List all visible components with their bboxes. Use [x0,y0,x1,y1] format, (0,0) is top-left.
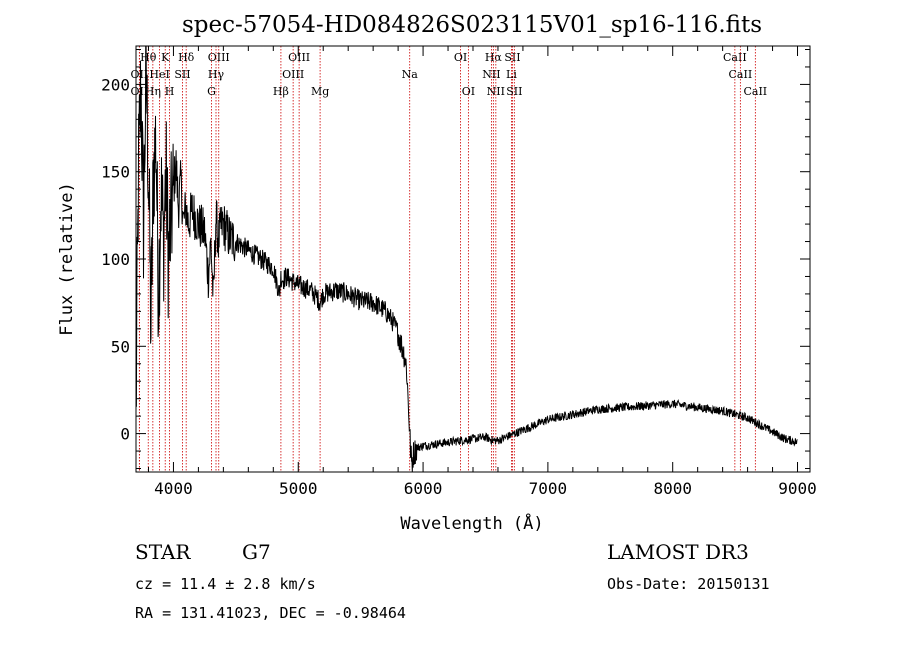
spectral-line-label: Na [402,68,419,81]
x-axis-label: Wavelength (Å) [400,512,543,534]
y-axis-label: Flux (relative) [57,182,77,336]
y-tick-label: 0 [120,425,130,444]
x-tick-label: 4000 [154,479,193,498]
spectral-line-label: Hβ [273,85,289,98]
survey-name: LAMOST DR3 [607,540,749,564]
observation-date: Obs-Date: 20150131 [607,575,770,593]
spectral-line-label: OII [131,85,149,98]
spectral-line-label: OI [462,85,475,98]
spectrum-line [135,45,798,472]
spectral-line-label: OI [454,51,467,64]
chart-title: spec-57054-HD084826S023115V01_sp16-116.f… [182,12,762,38]
spectral-line-label: Hα [485,51,503,64]
spectral-line-label: CaII [729,68,753,81]
spectral-line-label: SII [174,68,190,81]
object-subclass: G7 [242,540,271,564]
spectral-line-label: OIII [288,51,310,64]
spectral-line-label: Mg [311,85,329,98]
spectral-line-label: OIII [208,51,230,64]
spectral-line-label: Hη [145,85,161,98]
spectral-line-label: CaII [723,51,747,64]
redshift-value: cz = 11.4 ± 2.8 km/s [135,575,316,593]
spectral-line-label: K [161,51,170,64]
spectral-line-label: H [165,85,175,98]
spectral-line-label: Hγ [208,68,225,81]
spectral-line-label: SII [506,85,522,98]
spectral-line-label: Hδ [178,51,195,64]
spectral-line-label: HeI [149,68,169,81]
object-class: STAR [135,540,191,564]
spectral-line-label: NII [487,85,505,98]
y-tick-label: 50 [111,337,130,356]
spectral-line-label: SII [504,51,520,64]
spectral-line-label: NII [482,68,500,81]
spectral-line-label: Hθ [140,51,157,64]
y-tick-label: 150 [101,163,130,182]
x-tick-label: 8000 [653,479,692,498]
x-tick-label: 9000 [778,479,817,498]
x-tick-label: 7000 [529,479,568,498]
coordinates: RA = 131.41023, DEC = -0.98464 [135,604,406,622]
spectral-line-label: G [207,85,216,98]
spectral-line-label: CaII [743,85,767,98]
x-tick-label: 5000 [279,479,318,498]
spectral-line-label: OIII [282,68,304,81]
spectral-line-label: Li [506,68,517,81]
x-tick-label: 6000 [404,479,443,498]
y-tick-label: 100 [101,250,130,269]
y-tick-label: 200 [101,75,130,94]
